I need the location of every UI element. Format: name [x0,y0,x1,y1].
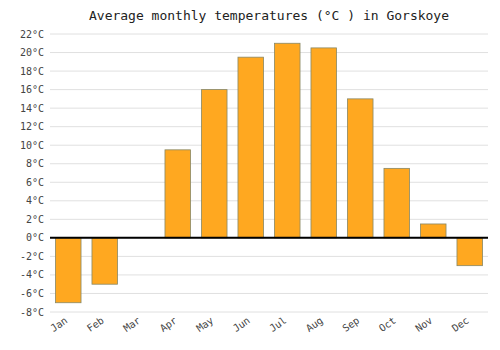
grid-line [50,163,488,164]
y-tick-label: 12°C [20,121,44,132]
grid-line [50,145,488,146]
bar [420,224,446,238]
grid [50,34,488,312]
x-tick-label: May [194,315,215,334]
x-tick-label: Apr [158,315,179,334]
grid-line [50,237,488,238]
title: Average monthly temperatures (°C ) in Go… [89,8,449,23]
bar [201,90,227,238]
grid-line [50,34,488,35]
bar [238,57,264,238]
grid-line [50,200,488,201]
y-tick-label: 18°C [20,66,44,77]
bar [55,238,81,303]
y-tick-label: 16°C [20,84,44,95]
y-tick-label: 6°C [26,177,44,188]
y-tick-label: -4°C [20,269,44,280]
chart: Average monthly temperatures (°C ) in Go… [0,0,500,350]
x-tick-label: Aug [304,315,325,334]
bar [311,48,337,238]
bar [165,150,191,238]
grid-line [50,71,488,72]
grid-line [50,126,488,127]
zero-line [50,237,488,239]
x-tick-label: Oct [377,315,398,334]
x-tick-label: Jul [267,315,288,334]
y-tick-label: 4°C [26,195,44,206]
chart-container: Average monthly temperatures (°C ) in Go… [0,0,500,350]
y-tick-label: 20°C [20,47,44,58]
x-tick-label: Dec [450,315,471,334]
x-tick-label: Sep [340,315,361,334]
bar [92,238,118,284]
bar [274,43,300,238]
x-tick-label: Jun [231,315,252,334]
y-tick-label: 10°C [20,140,44,151]
bar [347,99,373,238]
y-tick-label: -6°C [20,288,44,299]
y-tick-label: 2°C [26,214,44,225]
y-tick-label: 0°C [26,232,44,243]
grid-line [50,182,488,183]
grid-line [50,52,488,53]
bar [384,168,410,238]
y-tick-label: 8°C [26,158,44,169]
x-tick-label: Jan [48,315,69,334]
y-tick-label: -2°C [20,251,44,262]
x-tick-label: Nov [413,315,434,334]
grid-line [50,293,488,294]
y-tick-label: -8°C [20,307,44,318]
y-tick-label: 22°C [20,29,44,40]
x-tick-label: Feb [85,315,106,334]
y-tick-label: 14°C [20,103,44,114]
bar [457,238,483,266]
grid-line [50,219,488,220]
grid-line [50,108,488,109]
bars [55,43,482,302]
grid-line [50,89,488,90]
grid-line [50,312,488,313]
x-tick-label: Mar [121,315,142,334]
